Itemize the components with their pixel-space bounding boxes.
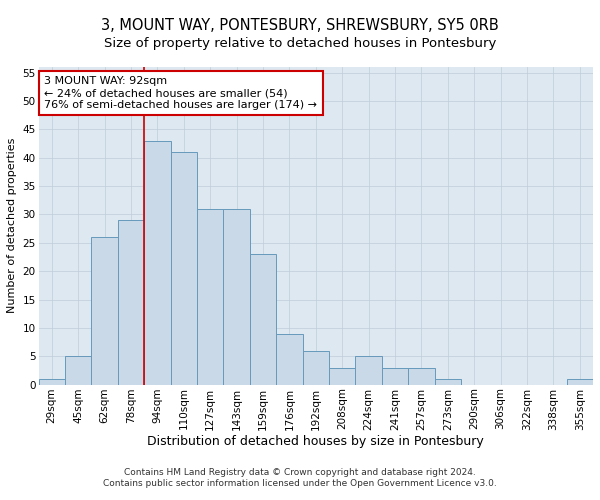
Text: 3 MOUNT WAY: 92sqm
← 24% of detached houses are smaller (54)
76% of semi-detache: 3 MOUNT WAY: 92sqm ← 24% of detached hou… [44, 76, 317, 110]
Bar [355, 356, 382, 384]
Bar [197, 209, 223, 384]
Bar [302, 350, 329, 384]
Bar [65, 356, 91, 384]
Bar [170, 152, 197, 384]
Bar [382, 368, 408, 384]
Bar [250, 254, 276, 384]
Bar [118, 220, 144, 384]
Bar [434, 379, 461, 384]
Bar [144, 140, 170, 384]
X-axis label: Distribution of detached houses by size in Pontesbury: Distribution of detached houses by size … [148, 435, 484, 448]
Bar [223, 209, 250, 384]
Bar [91, 237, 118, 384]
Text: 3, MOUNT WAY, PONTESBURY, SHREWSBURY, SY5 0RB: 3, MOUNT WAY, PONTESBURY, SHREWSBURY, SY… [101, 18, 499, 32]
Bar [276, 334, 302, 384]
Bar [38, 379, 65, 384]
Text: Size of property relative to detached houses in Pontesbury: Size of property relative to detached ho… [104, 38, 496, 51]
Bar [329, 368, 355, 384]
Y-axis label: Number of detached properties: Number of detached properties [7, 138, 17, 314]
Bar [566, 379, 593, 384]
Bar [408, 368, 434, 384]
Text: Contains HM Land Registry data © Crown copyright and database right 2024.
Contai: Contains HM Land Registry data © Crown c… [103, 468, 497, 487]
